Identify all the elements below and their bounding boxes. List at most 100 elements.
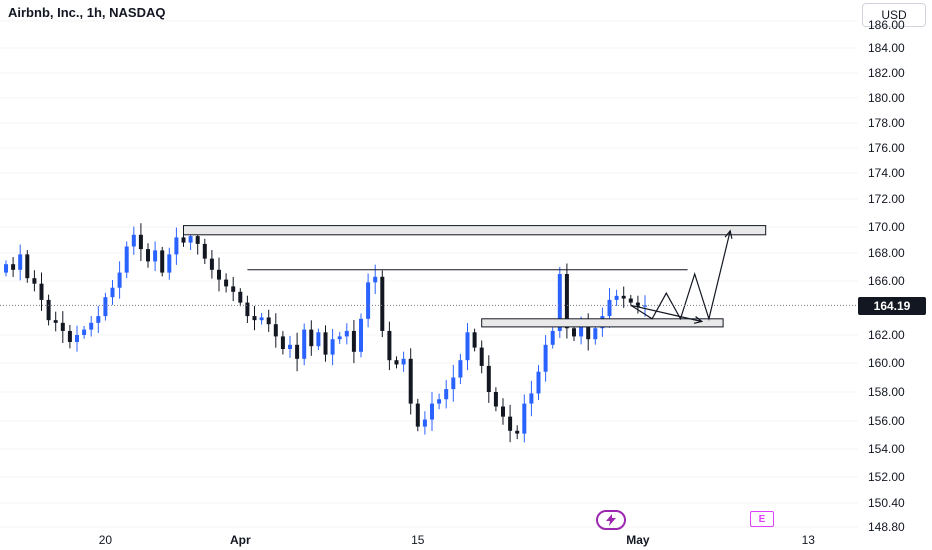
candle-40: [288, 335, 292, 358]
candle-body-67: [479, 347, 484, 366]
candle-body-61: [437, 399, 442, 404]
candle-23: [167, 247, 172, 280]
candle-65: [465, 322, 470, 371]
candle-body-45: [323, 332, 328, 355]
candle-62: [444, 379, 449, 409]
time-tick-label: 20: [98, 533, 113, 547]
candle-5: [39, 272, 44, 311]
time-tick-label: Apr: [229, 533, 251, 547]
candle-20: [146, 243, 150, 268]
candle-body-77: [550, 330, 555, 345]
dividends-event-icon[interactable]: [596, 510, 626, 530]
candle-body-34: [245, 302, 250, 317]
candle-body-70: [501, 406, 505, 417]
candle-43: [309, 320, 314, 356]
support-zone: [481, 318, 724, 328]
candle-body-43: [309, 329, 314, 347]
candle-48: [344, 323, 349, 345]
candle-body-64: [458, 360, 463, 378]
candle-38: [273, 313, 278, 348]
candle-body-54: [387, 330, 392, 361]
candle-52: [373, 264, 378, 295]
candle-73: [522, 394, 527, 443]
candle-41: [295, 332, 300, 372]
candle-body-19: [138, 234, 143, 250]
candle-24: [174, 227, 179, 265]
candle-1: [11, 257, 16, 277]
candle-31: [224, 273, 229, 293]
price-tick-label: 156.00: [868, 414, 905, 428]
price-tick-label: 158.00: [868, 385, 905, 399]
projection-path: [630, 230, 731, 322]
candle-46: [330, 328, 335, 366]
price-tick-label: 170.00: [868, 220, 905, 234]
price-tick-label: 166.00: [868, 274, 905, 288]
candle-36: [259, 312, 264, 325]
candle-45: [323, 325, 328, 362]
resistance-zone: [183, 225, 767, 236]
candle-7: [53, 311, 58, 332]
candle-69: [493, 387, 498, 412]
candle-body-52: [373, 276, 378, 283]
candle-body-3: [25, 254, 30, 279]
candle-87: [621, 286, 626, 308]
time-tick-label: 13: [801, 533, 815, 547]
price-tick-label: 178.00: [868, 116, 905, 130]
candle-body-13: [96, 316, 101, 323]
candle-body-83: [593, 328, 598, 340]
candle-22: [160, 246, 165, 277]
price-tick-label: 186.00: [868, 18, 905, 32]
candle-body-65: [465, 332, 470, 361]
candle-body-49: [351, 330, 356, 352]
candle-body-6: [46, 299, 51, 321]
chart-grid: [0, 20, 858, 528]
candle-0: [4, 260, 8, 277]
candle-63: [451, 364, 456, 402]
price-tick-label: 162.00: [868, 328, 905, 342]
candle-30: [217, 257, 221, 292]
candle-6: [46, 294, 51, 326]
candle-body-23: [167, 254, 172, 273]
currency-button[interactable]: USD: [862, 3, 926, 27]
candle-body-63: [451, 377, 456, 390]
candle-body-82: [586, 324, 591, 340]
candle-32: [231, 276, 236, 302]
candle-body-1: [11, 264, 16, 270]
candle-35: [252, 305, 257, 331]
price-tick-label: 148.80: [868, 520, 905, 534]
earnings-event-icon[interactable]: E: [750, 511, 774, 527]
candle-33: [238, 288, 243, 307]
candle-57: [408, 348, 413, 415]
candle-77: [550, 327, 555, 349]
candle-body-62: [444, 389, 449, 400]
candle-15: [110, 280, 115, 305]
candle-body-48: [344, 330, 349, 337]
price-tick-label: 168.00: [868, 246, 905, 260]
candle-body-75: [536, 371, 541, 394]
candle-50: [359, 313, 363, 358]
candle-body-20: [146, 249, 150, 262]
candle-body-17: [124, 246, 129, 273]
candle-body-53: [380, 276, 385, 331]
candle-body-24: [174, 237, 179, 255]
candle-body-76: [543, 344, 548, 372]
projection-path-arrowhead: [724, 229, 733, 239]
candle-body-51: [366, 282, 371, 319]
candle-18: [131, 226, 136, 255]
candle-body-12: [89, 322, 94, 330]
candle-body-59: [422, 419, 427, 427]
candle-body-9: [67, 330, 72, 342]
candle-59: [422, 411, 427, 435]
candle-body-46: [330, 339, 335, 355]
candle-71: [508, 404, 513, 443]
price-tick-label: 180.00: [868, 91, 905, 105]
candle-67: [479, 340, 484, 374]
candle-body-8: [60, 322, 65, 331]
price-tick-label: 152.00: [868, 470, 905, 484]
candle-42: [302, 323, 307, 366]
candle-88: [628, 294, 633, 307]
candle-13: [96, 305, 101, 333]
candle-body-71: [508, 416, 513, 431]
candle-76: [543, 335, 548, 382]
